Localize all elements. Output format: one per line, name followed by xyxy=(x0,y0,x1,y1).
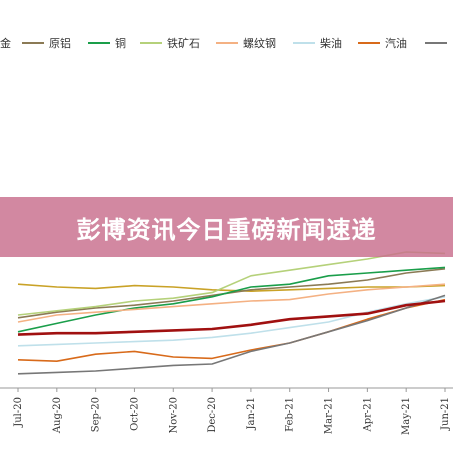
series-line-汽油 xyxy=(17,298,446,363)
x-tick-label: Oct-20 xyxy=(130,397,141,431)
series-line-柴油 xyxy=(17,296,446,347)
x-tick-label: Apr-21 xyxy=(362,397,373,433)
x-tick-label: Dec-20 xyxy=(207,397,218,433)
banner-title: 彭博资讯今日重磅新闻速递 xyxy=(76,215,377,244)
x-axis-ticks: Jul-20 Aug-20 Sep-20 Oct-20 Nov-20 Dec-20 Jan-… xyxy=(13,388,451,435)
series-line-unnamed-8 xyxy=(17,299,446,336)
legend-label: 柴油 xyxy=(320,36,342,50)
x-tick-label: Sep-20 xyxy=(91,397,102,432)
x-tick-label: Jul-20 xyxy=(13,397,24,428)
legend-label: 铜 xyxy=(115,36,126,50)
x-tick-label: Mar-21 xyxy=(324,397,335,434)
plot-area xyxy=(17,251,446,375)
x-tick-label: Jan-21 xyxy=(246,397,257,431)
series-line-铁矿石 xyxy=(17,251,446,316)
legend: 金 原铝 铜 铁矿石 螺纹钢 柴油 汽油 xyxy=(0,36,447,50)
legend-label: 铁矿石 xyxy=(167,37,200,50)
legend-label-gold-fragment: 金 xyxy=(0,36,11,50)
legend-label: 螺纹钢 xyxy=(243,36,276,50)
x-tick-label: May-21 xyxy=(401,397,412,435)
series-line-螺纹钢 xyxy=(17,283,446,323)
x-tick-label: Aug-20 xyxy=(52,397,63,434)
x-tick-label: Jun-21 xyxy=(440,397,451,431)
legend-label: 原铝 xyxy=(49,36,71,50)
series-line-金 xyxy=(17,283,446,293)
x-tick-label: Feb-21 xyxy=(285,397,296,432)
news-banner: 彭博资讯今日重磅新闻速递 xyxy=(0,197,453,257)
series-line-铜 xyxy=(17,266,446,333)
series-line-unnamed-7 xyxy=(17,294,446,375)
legend-label: 汽油 xyxy=(385,36,407,50)
x-tick-label: Nov-20 xyxy=(168,397,179,434)
